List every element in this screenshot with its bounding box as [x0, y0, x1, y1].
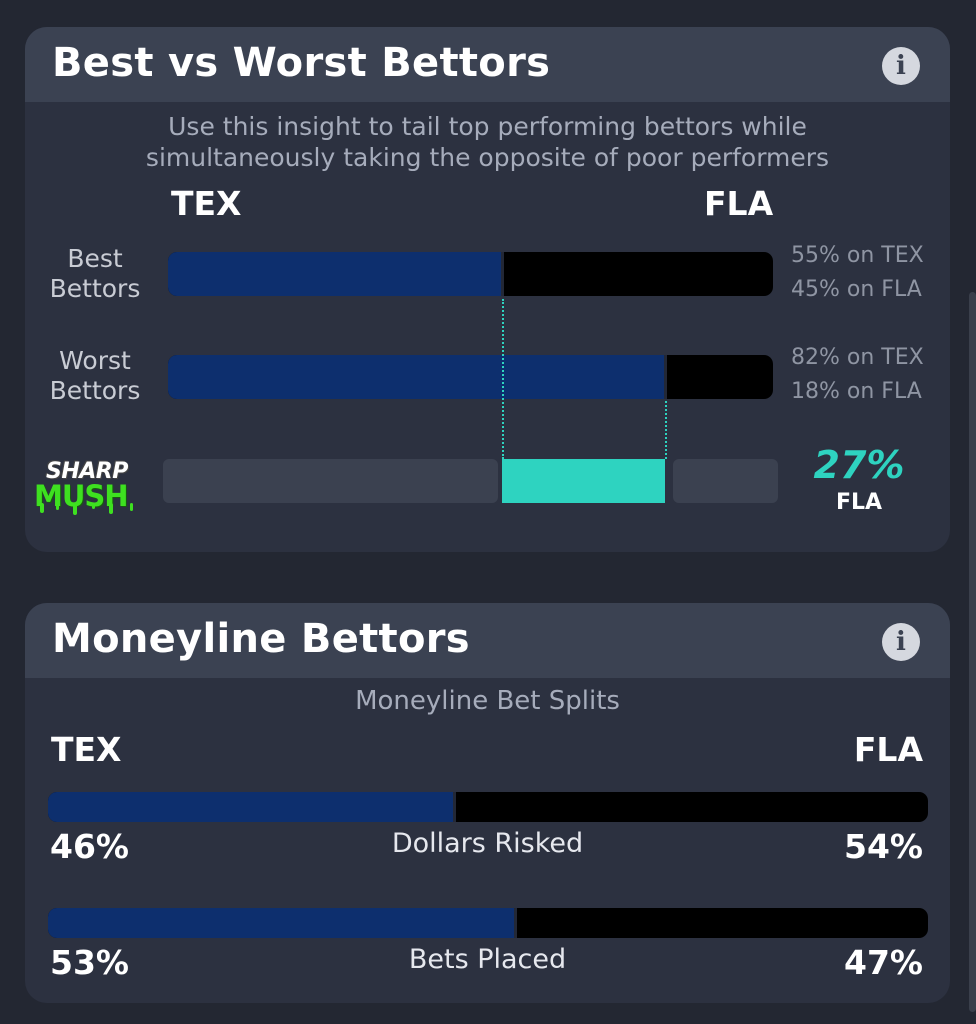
best-label-line-2: Bettors [49, 274, 141, 303]
subtitle-line-1: Use this insight to tail top performing … [168, 112, 807, 141]
best-vs-worst-card: Best vs Worst Bettors i Use this insight… [25, 27, 950, 552]
bar-divider [514, 908, 518, 938]
bets-placed-label: Bets Placed [408, 944, 567, 975]
difference-highlight [501, 459, 666, 503]
difference-track-right [673, 459, 778, 503]
team-left-label: TEX [51, 730, 122, 769]
sharp-mush-logo-top: SHARP [46, 459, 128, 484]
info-icon[interactable]: i [882, 623, 920, 661]
moneyline-card: Moneyline Bettors i Moneyline Bet Splits… [25, 603, 950, 1003]
scrollbar[interactable] [969, 292, 976, 1012]
difference-team: FLA [835, 490, 883, 515]
best-bettors-bar [168, 252, 773, 296]
worst-label-line-1: Worst [59, 346, 131, 375]
best-bettors-label: Best Bettors [25, 244, 165, 304]
worst-bettors-label: Worst Bettors [25, 346, 165, 406]
card-header: Moneyline Bettors i [25, 603, 950, 678]
best-label-line-1: Best [67, 244, 123, 273]
bar-divider [452, 792, 456, 822]
difference-track-left [163, 459, 498, 503]
moneyline-subtitle: Moneyline Bet Splits [355, 686, 620, 716]
best-pct-fla: 45% on FLA [791, 277, 922, 302]
team-right-label: FLA [853, 730, 923, 769]
worst-bettors-bar [168, 355, 773, 399]
worst-pct-fla: 18% on FLA [791, 379, 922, 404]
info-icon[interactable]: i [882, 47, 920, 85]
bets-pct-fla: 47% [844, 943, 923, 982]
guide-line-worst [665, 401, 668, 459]
bar-divider [500, 252, 504, 296]
card-title: Moneyline Bettors [52, 616, 470, 662]
dollars-tex-fill [48, 792, 453, 822]
difference-percent: 27% [813, 443, 905, 487]
team-left-label: TEX [171, 184, 242, 223]
worst-pct-tex: 82% on TEX [791, 345, 924, 370]
subtitle-line-2: simultaneously taking the opposite of po… [145, 143, 830, 172]
dollars-pct-fla: 54% [844, 827, 923, 866]
card-header: Best vs Worst Bettors i [25, 27, 950, 102]
bar-divider [664, 355, 668, 399]
bets-tex-fill [48, 908, 515, 938]
card-title: Best vs Worst Bettors [52, 40, 551, 86]
team-right-label: FLA [704, 184, 774, 223]
dollars-risked-label: Dollars Risked [391, 828, 584, 859]
guide-line-best [501, 299, 504, 459]
dollars-pct-tex: 46% [50, 827, 129, 866]
worst-tex-fill [168, 355, 665, 399]
worst-label-line-2: Bettors [49, 376, 141, 405]
best-tex-fill [168, 252, 501, 296]
bets-pct-tex: 53% [50, 943, 129, 982]
bets-placed-bar [48, 908, 928, 938]
slime-drips-icon [40, 503, 133, 515]
dollars-risked-bar [48, 792, 928, 822]
best-pct-tex: 55% on TEX [791, 243, 924, 268]
